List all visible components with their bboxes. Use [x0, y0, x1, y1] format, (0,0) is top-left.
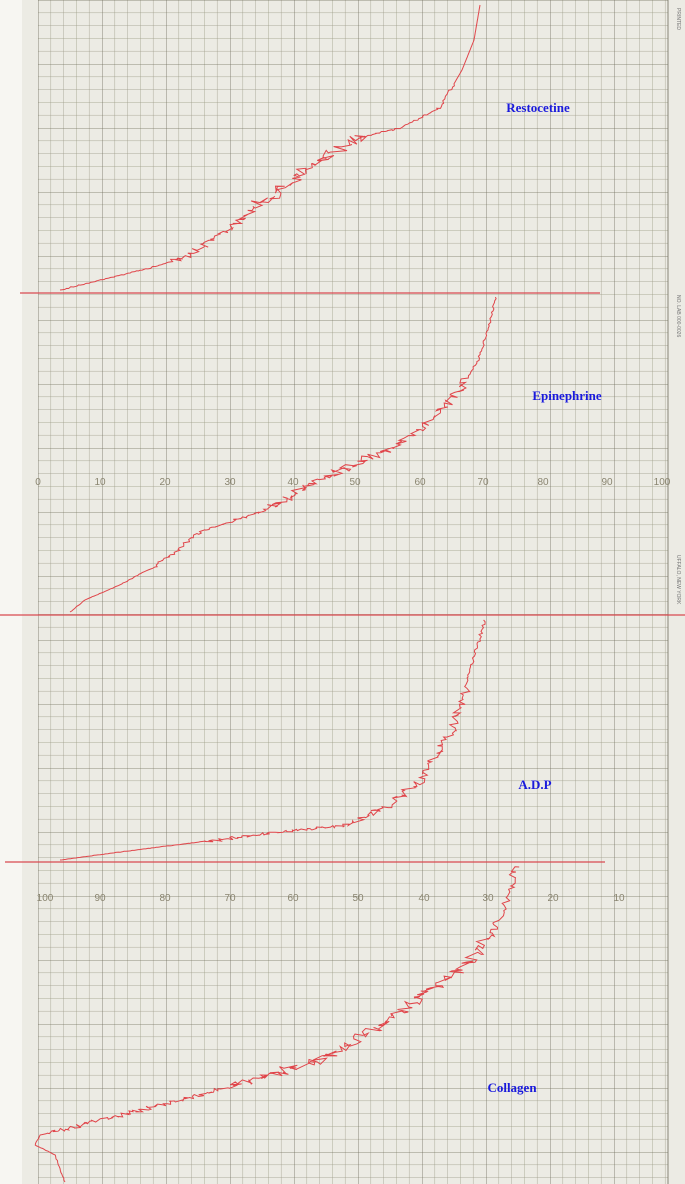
trace-label: A.D.P: [518, 777, 551, 792]
scale-label: 90: [601, 477, 613, 488]
scale-label: 10: [94, 477, 106, 488]
margin: [0, 0, 22, 1184]
grid: [38, 0, 668, 1184]
scale-label: 100: [654, 477, 671, 488]
scale-label: 60: [414, 477, 426, 488]
scale-label: 40: [418, 893, 430, 904]
side-text: NO. LAB 000-0026: [675, 295, 681, 337]
scale-label: 70: [224, 893, 236, 904]
scale-label: 30: [224, 477, 236, 488]
scale-label: 20: [547, 893, 559, 904]
scale-label: 50: [349, 477, 361, 488]
scale-label: 50: [352, 893, 364, 904]
scale-label: 20: [159, 477, 171, 488]
chart-paper: 0 10 20 30 40 50 60 70 80 90 100 100 90 80 70 60 50 40 30 2…: [0, 0, 685, 1184]
scale-label: 70: [477, 477, 489, 488]
scale-label: 60: [287, 893, 299, 904]
scale-label: 80: [159, 893, 171, 904]
scale-label: 100: [37, 893, 54, 904]
scale-label: 40: [287, 477, 299, 488]
scale-label: 90: [94, 893, 106, 904]
trace-label: Restocetine: [506, 100, 570, 115]
side-text: PRINTED: [675, 8, 681, 30]
scale-label: 80: [537, 477, 549, 488]
scale-label: 30: [482, 893, 494, 904]
scale-label: 10: [613, 893, 625, 904]
trace-label: Epinephrine: [532, 388, 602, 403]
scale-label: 0: [35, 477, 41, 488]
side-text: UFFALO, NEW YORK: [675, 555, 681, 605]
trace-label: Collagen: [487, 1080, 537, 1095]
